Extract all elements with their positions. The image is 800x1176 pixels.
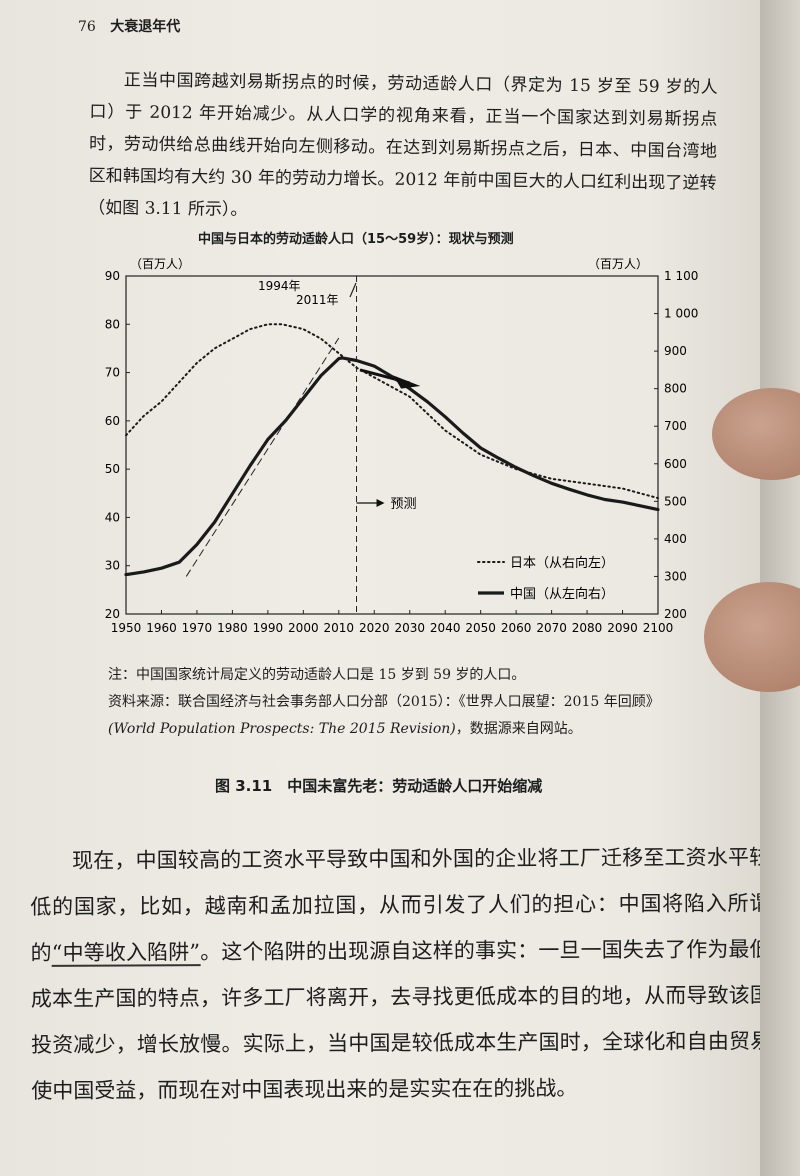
note-line: 注：中国国家统计局定义的劳动适龄人口是 15 岁到 59 岁的人口。 xyxy=(108,667,526,683)
right-tick-label: 700 xyxy=(664,419,687,433)
x-tick-label: 2100 xyxy=(643,621,674,635)
figure-caption: 图 3.11 中国未富先老：劳动适龄人口开始缩减 xyxy=(215,777,543,795)
x-tick-label: 2020 xyxy=(359,621,390,635)
forecast-label: 预测 xyxy=(391,497,417,512)
direction-arrow-head xyxy=(393,375,421,389)
left-tick-label: 60 xyxy=(105,414,120,428)
left-tick-label: 20 xyxy=(105,607,120,621)
right-tick-label: 900 xyxy=(664,344,687,358)
right-tick-label: 300 xyxy=(664,569,687,583)
paragraph-bottom: 现在，中国较高的工资水平导致中国和外国的企业将工厂迁移至工资水平较低的国家，比如… xyxy=(30,834,771,1114)
forecast-arrow-head xyxy=(376,499,385,507)
labor-population-chart: （百万人） （百万人） 1950 1960 1970 1980 1990 2000 2010… xyxy=(105,257,699,635)
left-tick-label: 80 xyxy=(105,317,120,331)
x-tick-label: 2040 xyxy=(430,621,461,635)
book-page: 76 大衰退年代 正当中国跨越刘易斯拐点的时候，劳动适龄人口（界定为 15 岁至… xyxy=(0,0,771,1176)
x-tick-label: 2050 xyxy=(465,621,496,635)
thumb-lower xyxy=(704,582,800,692)
page-header: 76 大衰退年代 xyxy=(78,16,180,36)
plot-frame xyxy=(125,275,659,615)
legend-japan-label: 日本（从右向左） xyxy=(510,555,614,571)
annotation-2011-slash xyxy=(349,282,357,298)
annotation-2011: 2011年 xyxy=(296,293,339,307)
right-axis-unit: （百万人） xyxy=(588,257,648,271)
right-tick-label: 800 xyxy=(664,382,687,396)
left-tick-label: 90 xyxy=(105,269,120,283)
legend-china-label: 中国（从左向右） xyxy=(510,586,614,602)
source-english-title: (World Population Prospects: The 2015 Re… xyxy=(108,721,456,737)
right-tick-label: 1 000 xyxy=(664,307,698,321)
left-axis-unit: （百万人） xyxy=(130,257,190,271)
left-tick-label: 50 xyxy=(105,462,120,476)
x-tick-label: 1960 xyxy=(146,621,177,635)
thumb-upper xyxy=(712,388,800,480)
x-tick-label: 2090 xyxy=(607,621,638,635)
china-series-line xyxy=(124,356,660,577)
japan-series-line xyxy=(125,323,659,500)
source-tail: ，数据源来自网站。 xyxy=(455,721,582,737)
right-tick-label: 200 xyxy=(664,607,687,621)
page-number: 76 xyxy=(78,19,96,35)
middle-income-trap-term: “中等收入陷阱” xyxy=(51,940,201,967)
x-tick-label: 1990 xyxy=(253,621,284,635)
left-tick-label: 40 xyxy=(105,510,120,524)
tangent-line xyxy=(185,337,340,577)
left-tick-label: 70 xyxy=(105,366,120,380)
x-tick-label: 1980 xyxy=(217,621,248,635)
x-tick-label: 1950 xyxy=(111,621,142,635)
x-tick-label: 2030 xyxy=(394,621,425,635)
x-tick-label: 2060 xyxy=(501,621,532,635)
right-tick-label: 600 xyxy=(664,457,687,471)
book-title: 大衰退年代 xyxy=(110,19,181,35)
annotation-1994: 1994年 xyxy=(258,279,301,293)
right-tick-label: 400 xyxy=(664,532,687,546)
x-tick-label: 2080 xyxy=(572,621,603,635)
source-line: 资料来源：联合国经济与社会事务部人口分部（2015）：《世界人口展望：2015 … xyxy=(108,694,660,710)
x-tick-label: 2000 xyxy=(288,621,319,635)
x-tick-label: 1970 xyxy=(182,621,213,635)
x-tick-label: 2070 xyxy=(536,621,567,635)
chart-title: 中国与日本的劳动适龄人口（15～59岁）：现状与预测 xyxy=(198,232,514,247)
x-tick-label: 2010 xyxy=(324,621,355,635)
left-tick-label: 30 xyxy=(105,559,120,573)
paragraph-top: 正当中国跨越刘易斯拐点的时候，劳动适龄人口（界定为 15 岁至 59 岁的人口）… xyxy=(88,70,718,220)
right-tick-label: 1 100 xyxy=(664,269,698,283)
right-tick-label: 500 xyxy=(664,494,687,508)
chart-notes: 注：中国国家统计局定义的劳动适龄人口是 15 岁到 59 岁的人口。 资料来源：… xyxy=(108,662,728,743)
